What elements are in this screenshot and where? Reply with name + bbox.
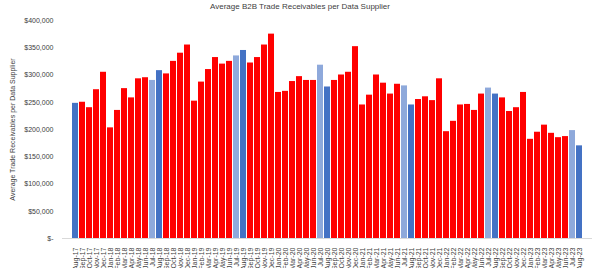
svg-text:Feb-19: Feb-19 bbox=[198, 247, 205, 268]
svg-text:Oct-19: Oct-19 bbox=[254, 247, 261, 268]
svg-text:Dec-20: Dec-20 bbox=[352, 247, 359, 268]
svg-text:Oct-20: Oct-20 bbox=[338, 247, 345, 268]
svg-text:Dec-18: Dec-18 bbox=[184, 247, 191, 268]
svg-text:$150,000: $150,000 bbox=[24, 153, 53, 160]
svg-text:Jul-23: Jul-23 bbox=[569, 247, 576, 266]
svg-text:$-: $- bbox=[47, 235, 54, 242]
svg-text:$300,000: $300,000 bbox=[24, 71, 53, 78]
svg-text:$200,000: $200,000 bbox=[24, 126, 53, 133]
svg-text:Dec-22: Dec-22 bbox=[520, 247, 527, 268]
svg-text:Jun-18: Jun-18 bbox=[142, 247, 149, 268]
svg-text:Feb-21: Feb-21 bbox=[366, 247, 373, 268]
svg-text:Jul-19: Jul-19 bbox=[233, 247, 240, 266]
svg-text:$350,000: $350,000 bbox=[24, 44, 53, 51]
svg-text:Jan-19: Jan-19 bbox=[191, 247, 198, 268]
svg-text:Mar-20: Mar-20 bbox=[289, 247, 296, 268]
svg-text:Jul-22: Jul-22 bbox=[485, 247, 492, 266]
svg-text:$250,000: $250,000 bbox=[24, 98, 53, 105]
svg-text:Jun-20: Jun-20 bbox=[310, 247, 317, 268]
svg-text:Dec-17: Dec-17 bbox=[100, 247, 107, 268]
svg-text:Feb-18: Feb-18 bbox=[114, 247, 121, 268]
svg-text:Nov-18: Nov-18 bbox=[177, 247, 184, 268]
svg-text:Jan-22: Jan-22 bbox=[443, 247, 450, 268]
svg-text:Nov-21: Nov-21 bbox=[429, 247, 436, 268]
svg-text:Jan-20: Jan-20 bbox=[275, 247, 282, 268]
svg-text:Nov-22: Nov-22 bbox=[513, 247, 520, 268]
svg-text:$400,000: $400,000 bbox=[24, 17, 53, 24]
svg-text:$100,000: $100,000 bbox=[24, 180, 53, 187]
svg-text:Nov-19: Nov-19 bbox=[261, 247, 268, 268]
svg-text:Feb-22: Feb-22 bbox=[450, 247, 457, 268]
svg-text:Feb-20: Feb-20 bbox=[282, 247, 289, 268]
svg-text:Jun-21: Jun-21 bbox=[394, 247, 401, 268]
svg-text:Jan-18: Jan-18 bbox=[107, 247, 114, 268]
svg-text:Mar-21: Mar-21 bbox=[373, 247, 380, 268]
svg-text:Oct-17: Oct-17 bbox=[86, 247, 93, 268]
svg-text:Jan-23: Jan-23 bbox=[527, 247, 534, 268]
svg-text:Nov-20: Nov-20 bbox=[345, 247, 352, 268]
svg-text:Dec-21: Dec-21 bbox=[436, 247, 443, 268]
svg-text:Oct-18: Oct-18 bbox=[170, 247, 177, 268]
svg-text:Mar-22: Mar-22 bbox=[457, 247, 464, 268]
svg-text:Nov-17: Nov-17 bbox=[93, 247, 100, 268]
svg-text:Jan-21: Jan-21 bbox=[359, 247, 366, 268]
svg-text:Jul-21: Jul-21 bbox=[401, 247, 408, 266]
svg-text:Jul-18: Jul-18 bbox=[149, 247, 156, 266]
svg-text:Jun-22: Jun-22 bbox=[478, 247, 485, 268]
svg-text:Jul-20: Jul-20 bbox=[317, 247, 324, 266]
svg-text:Mar-18: Mar-18 bbox=[121, 247, 128, 268]
svg-text:Aug-23: Aug-23 bbox=[576, 247, 584, 268]
svg-text:Oct-21: Oct-21 bbox=[422, 247, 429, 268]
svg-text:Jun-23: Jun-23 bbox=[562, 247, 569, 268]
svg-text:Oct-22: Oct-22 bbox=[506, 247, 513, 268]
svg-text:Mar-23: Mar-23 bbox=[541, 247, 548, 268]
svg-text:Jun-19: Jun-19 bbox=[226, 247, 233, 268]
svg-text:Dec-19: Dec-19 bbox=[268, 247, 275, 268]
svg-text:Average Trade Receivables per: Average Trade Receivables per Data Suppl… bbox=[9, 58, 17, 201]
svg-text:Feb-23: Feb-23 bbox=[534, 247, 541, 268]
svg-text:Mar-19: Mar-19 bbox=[205, 247, 212, 268]
html-text:Average B2B Trade Receivables: Average B2B Trade Receivables per Data S… bbox=[210, 2, 390, 11]
svg-text:$50,000: $50,000 bbox=[28, 207, 53, 214]
